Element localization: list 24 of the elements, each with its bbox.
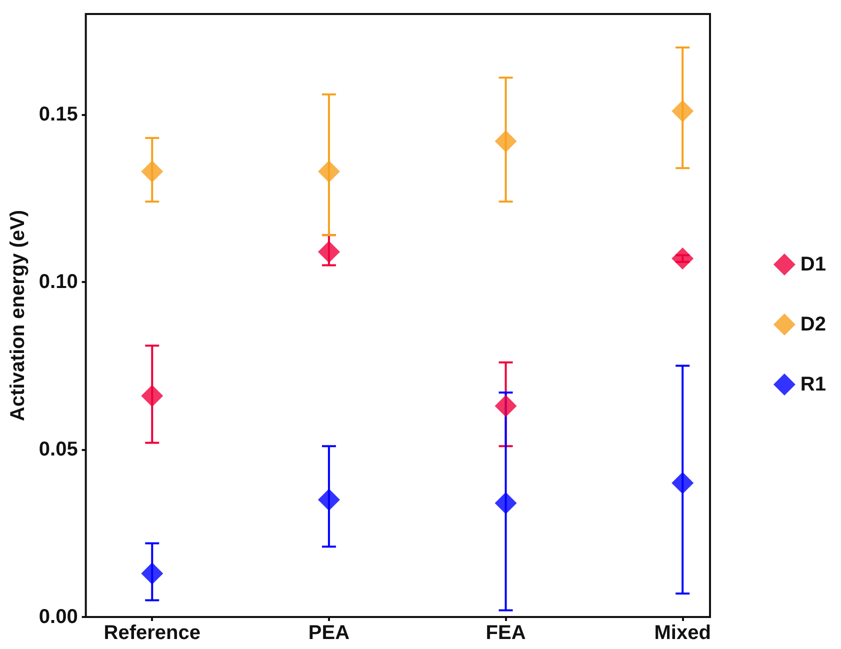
point [141,160,164,182]
point [141,384,164,407]
point [494,394,517,417]
y-tick-label: 0.15 [38,104,78,126]
x-tick-label: PEA [308,622,350,644]
y-tick-label: 0.00 [38,606,78,628]
x-tick-label: FEA [486,622,526,644]
x-tick-label: Mixed [654,622,711,644]
legend-label: D1 [800,254,826,276]
point [318,160,340,182]
legend-label: R1 [800,374,826,396]
point [318,488,340,511]
y-tick-label: 0.10 [38,271,78,293]
legend-label: D2 [800,314,826,336]
point [672,100,694,122]
point [141,562,164,584]
point [672,472,694,494]
point [494,130,517,152]
point [494,492,517,514]
point [672,248,694,270]
point [318,240,340,263]
y-axis-title: Activation energy (eV) [7,210,29,422]
y-tick-label: 0.05 [38,438,78,460]
x-tick-label: Reference [104,622,200,644]
